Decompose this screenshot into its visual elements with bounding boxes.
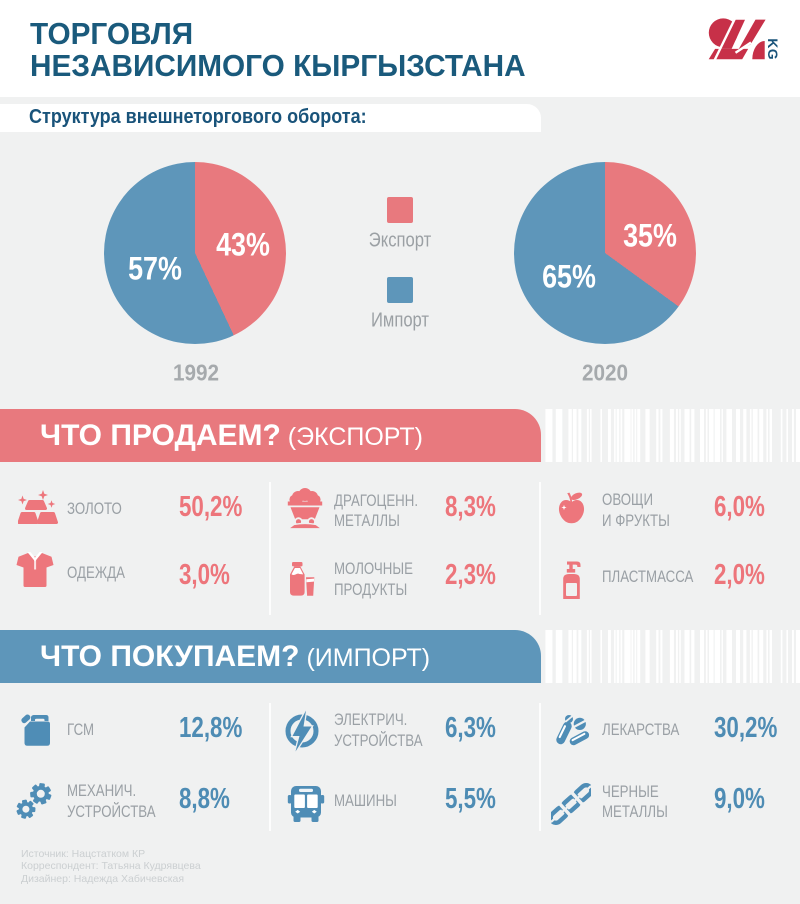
svg-text:KG: KG	[765, 38, 781, 60]
